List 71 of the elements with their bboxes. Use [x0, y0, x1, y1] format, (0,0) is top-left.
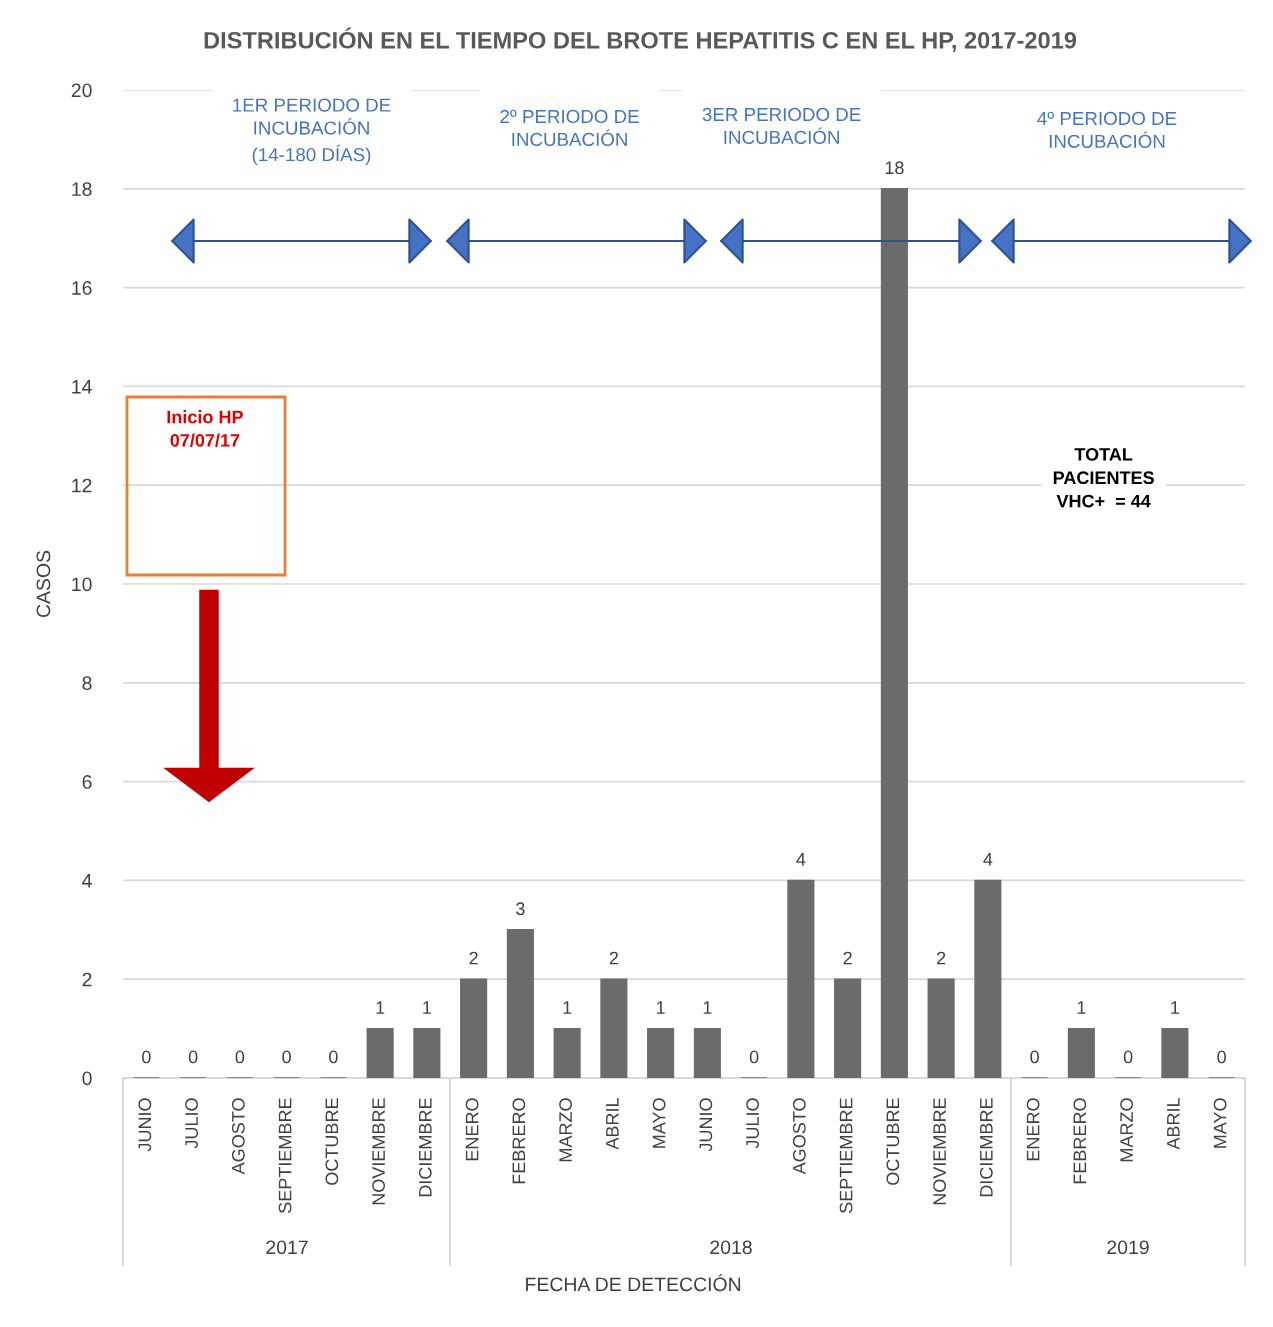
x-axis-title: FECHA DE DETECCIÓN: [526, 1274, 741, 1292]
y-tick-label: 18: [72, 182, 92, 197]
x-tick-label: NOVIEMBRE: [372, 1098, 385, 1205]
data-label: 4: [983, 853, 993, 866]
annotation: Inicio HP 07/07/17: [167, 410, 243, 447]
data-label: 1: [656, 1001, 665, 1014]
data-label: 0: [749, 1050, 759, 1064]
data-label: 1: [376, 1001, 385, 1014]
x-tick-label: MARZO: [559, 1098, 572, 1162]
x-tick-label: MAYO: [652, 1098, 666, 1148]
x-tick-label: MAYO: [1213, 1098, 1227, 1148]
data-label: 0: [188, 1050, 198, 1064]
x-tick-label: ENERO: [465, 1098, 479, 1161]
x-tick-label: JUNIO: [138, 1098, 152, 1152]
annotation: 2º PERIODO DE INCUBACIÓN: [500, 109, 639, 147]
data-label: 0: [1123, 1050, 1133, 1064]
x-tick-label: ABRIL: [606, 1098, 619, 1150]
data-label: 0: [1030, 1050, 1039, 1064]
x-tick-label: ABRIL: [1167, 1098, 1180, 1150]
x-tick-label: JULIO: [185, 1098, 198, 1149]
y-tick-label: 0: [82, 1071, 92, 1086]
x-tick-label: MARZO: [1120, 1098, 1133, 1162]
y-tick-label: 14: [72, 380, 92, 394]
x-tick-label: FEBRERO: [512, 1098, 526, 1184]
x-tick-label: JUNIO: [699, 1098, 713, 1152]
x-tick-label: AGOSTO: [792, 1098, 806, 1175]
x-tick-label: AGOSTO: [231, 1098, 245, 1175]
text: 2018: [710, 1240, 752, 1255]
y-tick-label: 10: [72, 577, 92, 592]
data-label: 3: [516, 902, 525, 916]
data-label: 1: [1077, 1001, 1086, 1014]
chart-title: DISTRIBUCIÓN EN EL TIEMPO DEL BROTE HEPATITIS C EN EL HP, 2017-2019: [204, 27, 1077, 53]
x-tick-label: SEPTIEMBRE: [278, 1098, 292, 1214]
data-label: 1: [563, 1001, 572, 1014]
y-tick-label: 12: [72, 478, 92, 493]
y-tick-label: 6: [82, 775, 92, 789]
x-tick-label: SEPTIEMBRE: [839, 1098, 853, 1214]
data-label: 1: [423, 1001, 432, 1014]
data-label: 4: [796, 853, 806, 866]
annotation: 4º PERIODO DE INCUBACIÓN: [1037, 111, 1177, 148]
data-label: 0: [235, 1050, 245, 1064]
data-label: 2: [469, 951, 478, 965]
data-label: 2: [609, 951, 618, 965]
x-tick-label: JULIO: [746, 1098, 759, 1149]
y-tick-label: 8: [82, 676, 92, 691]
annotation: 1ER PERIODO DE INCUBACIÓN (14-180 DÍAS): [233, 98, 391, 165]
data-label: 0: [142, 1050, 151, 1064]
data-label: 2: [937, 951, 946, 965]
y-tick-label: 20: [71, 83, 92, 98]
data-label: 0: [329, 1050, 338, 1064]
x-tick-label: FEBRERO: [1073, 1098, 1087, 1184]
text: 2017: [266, 1240, 308, 1255]
annotation: TOTAL PACIENTES VHC+ = 44: [1053, 447, 1154, 508]
y-tick-label: 2: [82, 972, 92, 987]
x-tick-label: DICIEMBRE: [979, 1098, 993, 1197]
y-tick-label: 16: [72, 281, 92, 295]
data-label: 1: [1171, 1001, 1180, 1014]
y-axis-title: CASOS: [36, 550, 51, 618]
x-tick-label: OCTUBRE: [325, 1098, 339, 1185]
data-label: 0: [1217, 1050, 1226, 1064]
y-tick-label: 4: [82, 874, 92, 888]
x-tick-label: OCTUBRE: [886, 1098, 900, 1185]
data-label: 1: [703, 1001, 712, 1014]
x-tick-label: DICIEMBRE: [418, 1098, 432, 1197]
text: 2019: [1107, 1240, 1149, 1255]
data-label: 2: [843, 951, 852, 965]
x-tick-label: ENERO: [1026, 1098, 1040, 1161]
x-tick-label: NOVIEMBRE: [933, 1098, 946, 1205]
data-label: 0: [282, 1050, 291, 1064]
annotation: 3ER PERIODO DE INCUBACIÓN: [702, 107, 861, 145]
data-label: 18: [885, 161, 904, 175]
